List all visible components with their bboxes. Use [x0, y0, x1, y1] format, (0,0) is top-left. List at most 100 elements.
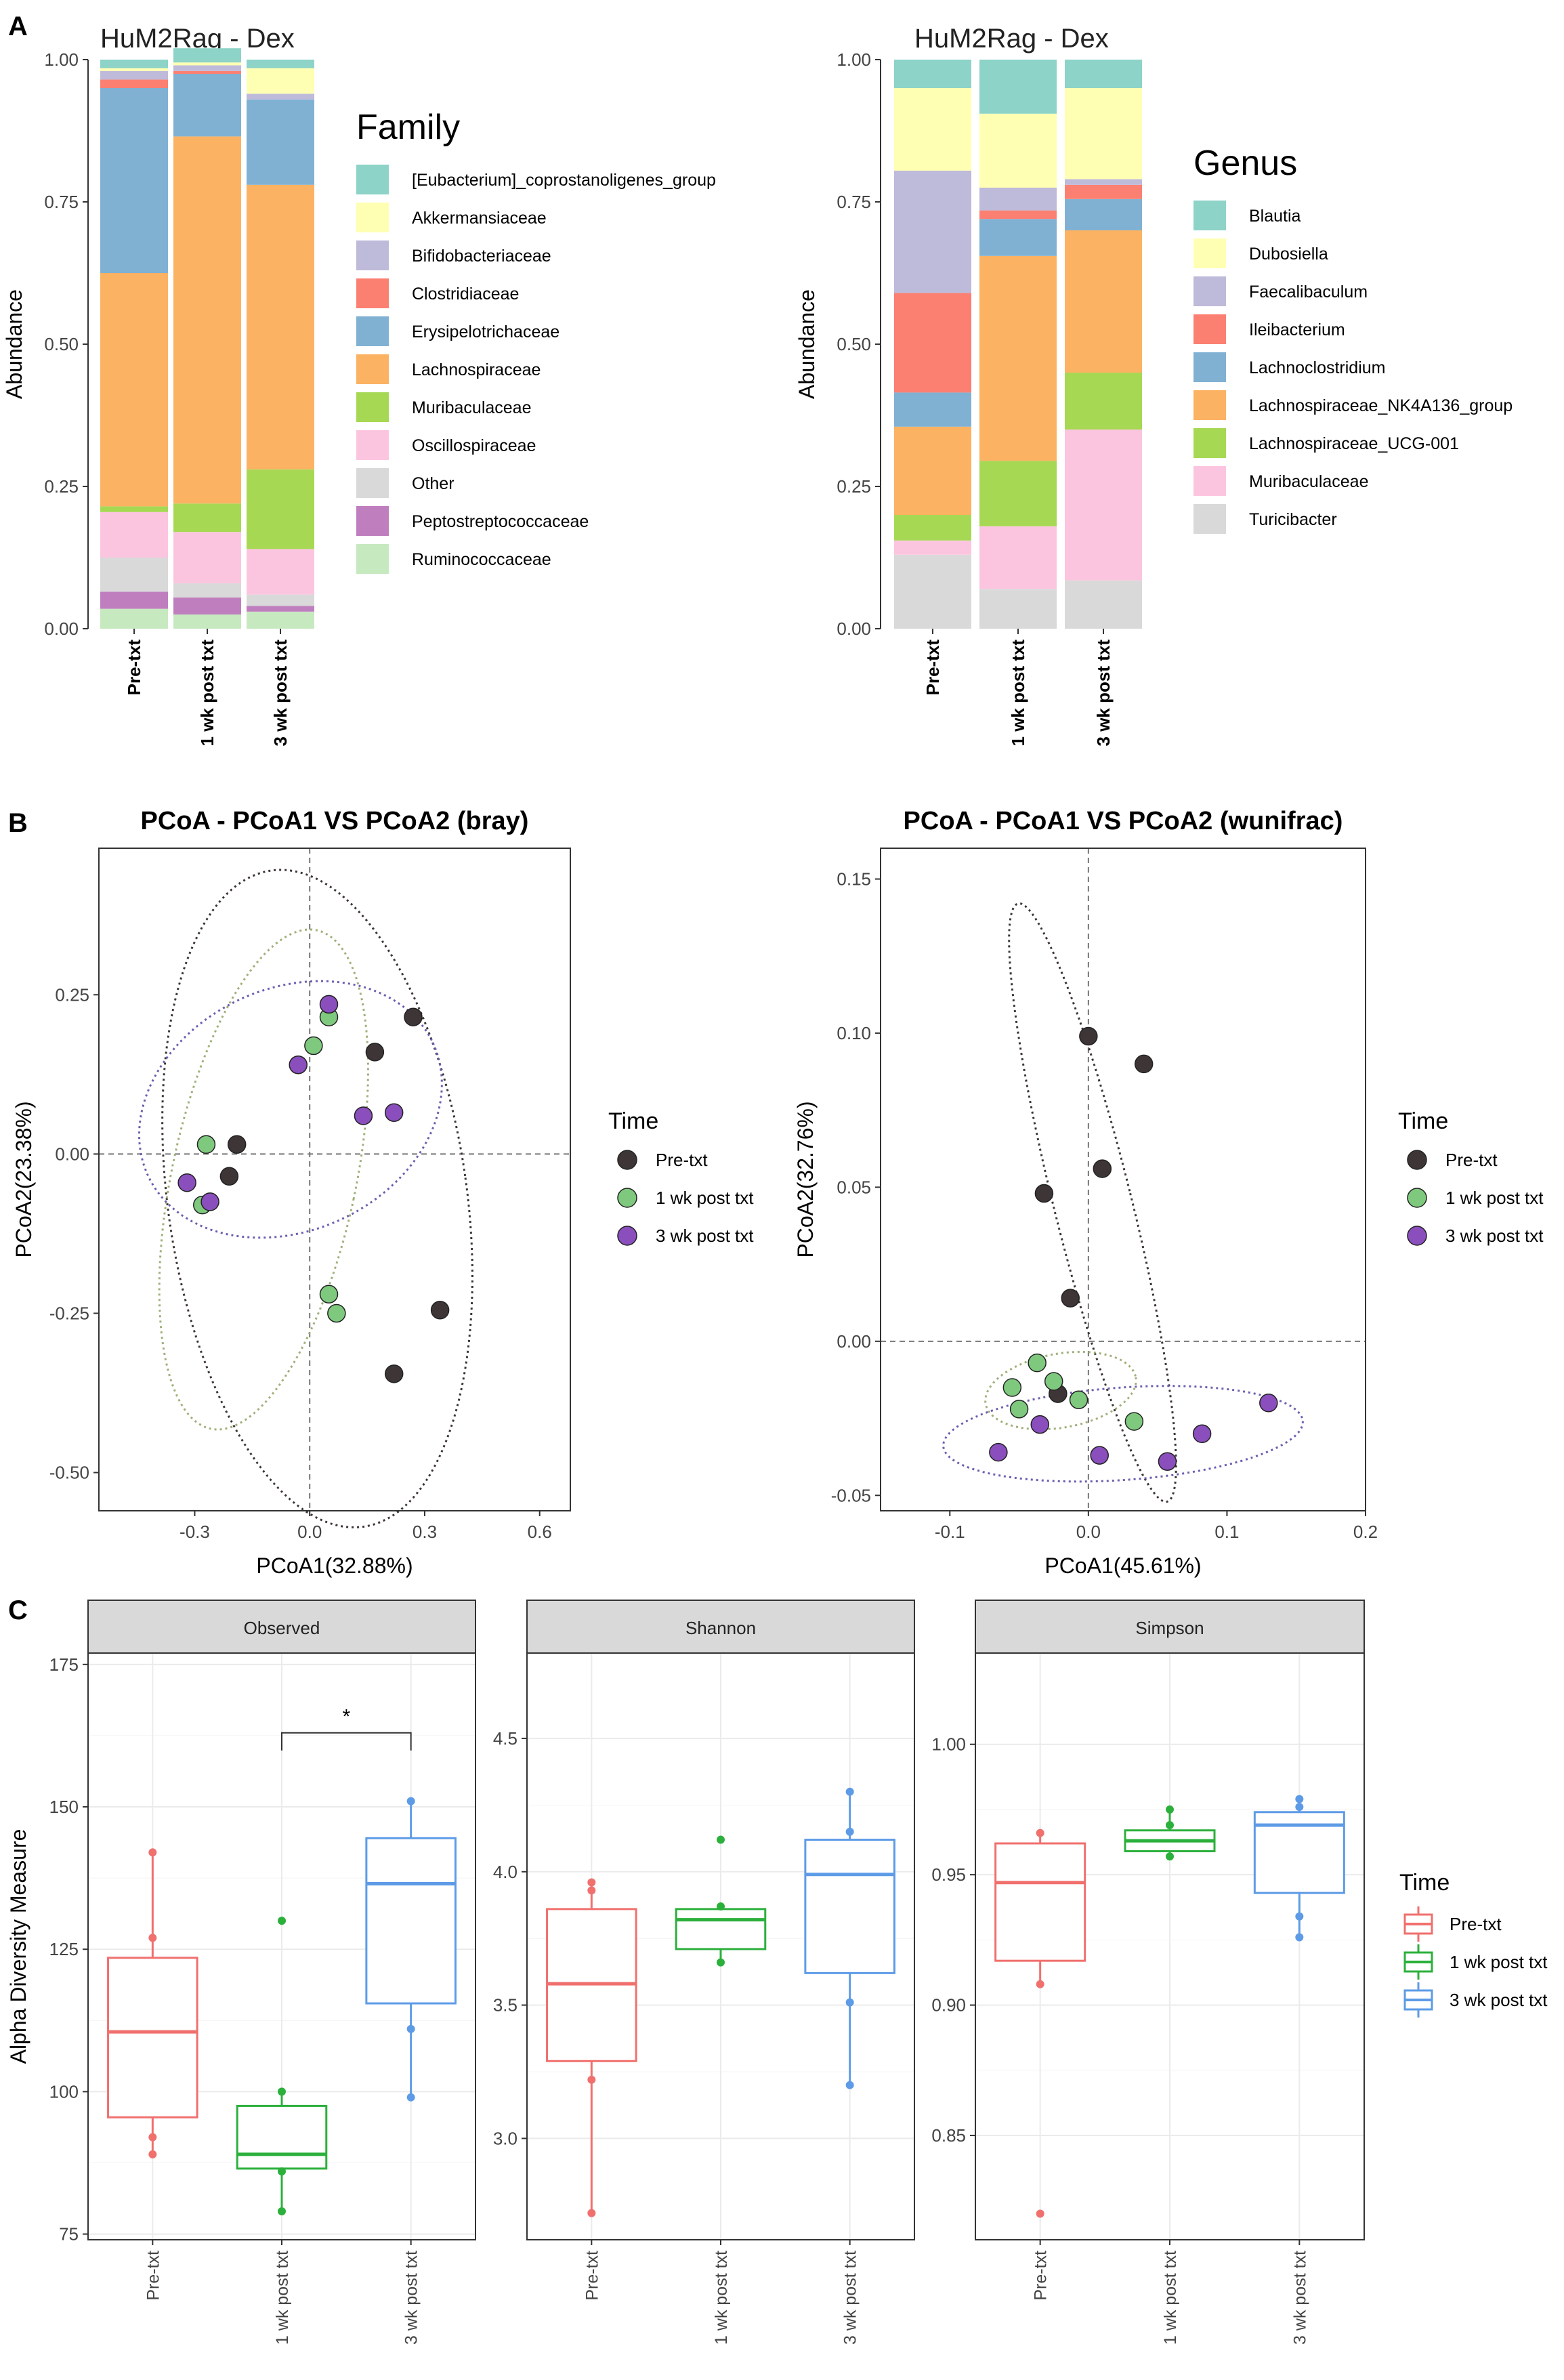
- alpha_simpson-chart: Simpson 0.85 0.90 0.95 1.00 Pre-txt 1 wk post …: [931, 1600, 1365, 2345]
- box-Pre-txt: [107, 1957, 198, 2118]
- data-point: [278, 2087, 286, 2096]
- x-tick-label: 1 wk post txt: [712, 2251, 731, 2345]
- box-3 wk post txt: [365, 1837, 457, 2005]
- alpha_shannon-strip-label: Shannon: [685, 1618, 756, 1638]
- data-point: [148, 1934, 157, 1942]
- alpha_shannon-chart: Shannon 3.0 3.5 4.0 4.5 Pre-txt 1 wk post txt 3…: [493, 1600, 915, 2345]
- legend-swatch: [1193, 504, 1226, 534]
- data-point: [148, 2133, 157, 2142]
- y-tick-label: -0.05: [831, 1485, 871, 1505]
- legend-label: Other: [412, 474, 455, 493]
- legend-swatch: [356, 506, 389, 536]
- y-tick-label: 0.95: [931, 1864, 966, 1885]
- legend-swatch: [1193, 352, 1226, 382]
- data-point: [1034, 1184, 1054, 1203]
- legend-swatch: [356, 468, 389, 498]
- box-Pre-txt: [994, 1842, 1086, 1962]
- y-tick-label: 0.15: [837, 869, 871, 889]
- y-tick-label: 1.00: [837, 49, 871, 70]
- bar-segment: [173, 70, 241, 74]
- bar-segment: [1065, 373, 1142, 430]
- bar-segment: [979, 188, 1057, 211]
- x-tick-label: 1 wk post txt: [273, 2251, 292, 2345]
- data-point: [1192, 1424, 1212, 1444]
- data-point: [227, 1135, 247, 1154]
- bar-segment: [979, 219, 1057, 256]
- bar-segment: [100, 70, 168, 80]
- x-tick-label: 0.3: [413, 1522, 437, 1542]
- y-tick-label: 1.00: [44, 49, 79, 70]
- data-point: [289, 1055, 308, 1074]
- bar-segment: [247, 469, 314, 549]
- legend-swatch: [1193, 238, 1226, 268]
- bar-segment: [1065, 60, 1142, 88]
- bar-segment: [247, 594, 314, 606]
- alpha_shannon-strip: [526, 1600, 915, 1654]
- data-point: [404, 1007, 423, 1026]
- y-tick-label: 75: [59, 2224, 79, 2245]
- y-tick-label: 0.25: [55, 984, 89, 1005]
- pcoa_wunifrac-chart: PCoA - PCoA1 VS PCoA2 (wunifrac) PCoA1(45…: [793, 807, 1544, 1578]
- legend-swatch: [1193, 428, 1226, 458]
- data-point: [1036, 2209, 1044, 2218]
- bar-segment: [1065, 230, 1142, 373]
- y-tick-label: 0.00: [837, 619, 871, 639]
- pcoa_bray-xlabel: PCoA1(32.88%): [256, 1553, 413, 1578]
- x-tick-label: 0.6: [528, 1522, 552, 1542]
- x-tick-label: 0.2: [1353, 1522, 1378, 1542]
- x-tick-label: 1 wk post txt: [1008, 640, 1028, 747]
- bar-segment: [173, 74, 241, 137]
- plot-border: [87, 1652, 476, 2240]
- data-point: [1166, 1852, 1174, 1861]
- legend-swatch: [1193, 466, 1226, 496]
- legend-title: Time: [608, 1108, 658, 1134]
- x-tick-label: Pre-txt: [923, 640, 943, 696]
- bar-segment: [894, 426, 971, 515]
- bar-segment: [173, 583, 241, 598]
- pcoa_bray-legend: Time Pre-txt 1 wk post txt 3 wk post txt: [608, 1108, 754, 1246]
- data-point: [406, 2093, 415, 2102]
- data-point: [717, 1835, 725, 1844]
- data-point: [1036, 1829, 1044, 1837]
- bar-segment: [100, 68, 168, 71]
- legend-label: Muribaculaceae: [1249, 472, 1369, 491]
- legend-swatch: [1193, 201, 1226, 230]
- bar-segment: [247, 99, 314, 185]
- bar-segment: [247, 606, 314, 612]
- legend-label: Ileibacterium: [1249, 320, 1345, 339]
- legend-title: Family: [356, 108, 460, 147]
- y-tick-label: 0.25: [837, 476, 871, 497]
- data-point: [365, 1043, 385, 1062]
- pcoa_bray-ylabel: PCoA2(23.38%): [12, 1101, 36, 1257]
- data-point: [406, 1797, 415, 1805]
- legend-swatch: [356, 354, 389, 384]
- ellipse-3 wk post txt: [138, 980, 443, 1239]
- bar-segment: [894, 392, 971, 427]
- legend-label: Peptostreptococcaceae: [412, 512, 589, 531]
- y-tick-label: 0.90: [931, 1995, 966, 2016]
- plot-border: [880, 848, 1366, 1511]
- data-point: [1295, 1933, 1304, 1942]
- bar-segment: [173, 48, 241, 63]
- data-point: [1030, 1415, 1050, 1434]
- data-point: [304, 1036, 323, 1056]
- y-tick-label: 0.75: [837, 192, 871, 212]
- y-tick-label: 0.00: [55, 1144, 89, 1164]
- y-tick-label: 3.0: [493, 2128, 517, 2148]
- data-point: [430, 1301, 450, 1320]
- genus_bar-chart: HuM2Rag - Dex Abundance 0.00 0.25 0.50 0.75 1.…: [795, 24, 1513, 746]
- y-tick-label: 150: [49, 1797, 79, 1817]
- legend-label: Ruminococcaceae: [412, 550, 551, 569]
- data-point: [845, 2081, 854, 2089]
- y-tick-label: 0.00: [837, 1331, 871, 1352]
- x-tick-label: Pre-txt: [144, 2251, 163, 2301]
- legend-swatch: [356, 392, 389, 422]
- x-tick-label: 1 wk post txt: [1161, 2251, 1180, 2345]
- legend-label: Muribaculaceae: [412, 398, 532, 417]
- legend-label: Clostridiaceae: [412, 285, 519, 304]
- genus_bar-legend: Genus Blautia Dubosiella Faecalibaculum Ilei…: [1193, 144, 1513, 534]
- data-point: [1028, 1353, 1047, 1373]
- bar-segment: [1065, 580, 1142, 629]
